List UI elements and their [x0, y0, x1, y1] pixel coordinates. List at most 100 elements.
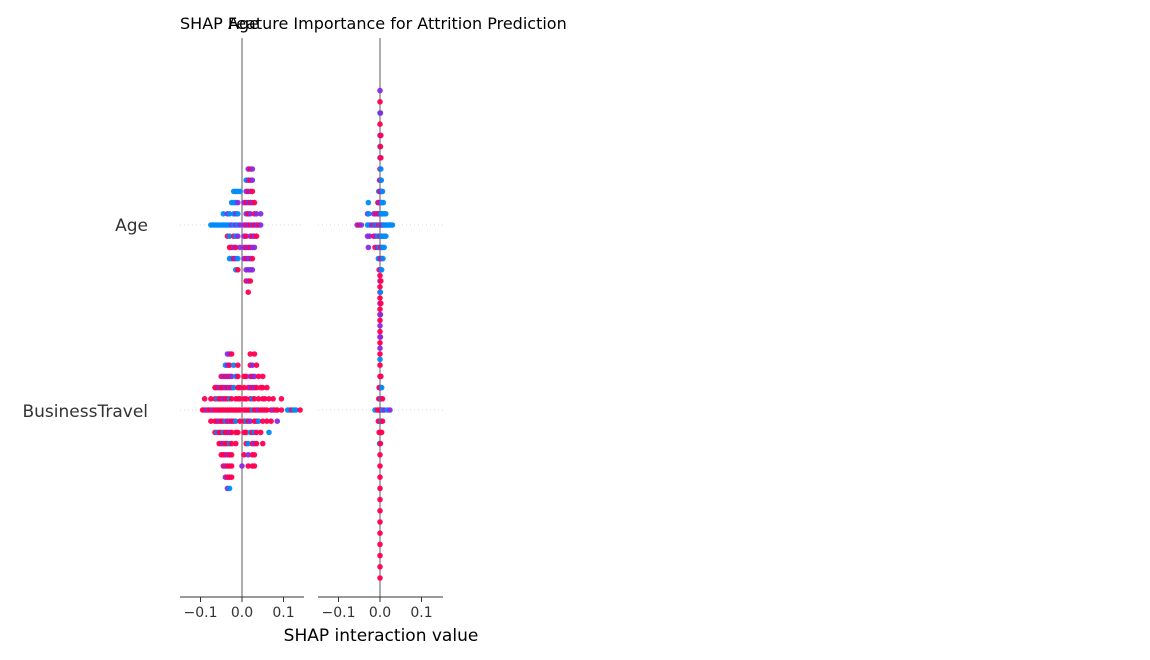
data-point [377, 496, 383, 503]
x-tick-label-age: 0.1 [272, 605, 294, 621]
data-point [253, 440, 260, 447]
data-point [378, 155, 384, 161]
data-point [377, 541, 383, 548]
data-point [264, 407, 270, 413]
panel-age: −0.1 0.0 0.1 [180, 38, 304, 621]
data-point [230, 362, 237, 369]
data-point [228, 373, 235, 380]
data-point [232, 418, 239, 425]
panel-title-age: Age [228, 14, 259, 33]
data-point [264, 418, 270, 425]
data-point [243, 429, 249, 436]
data-point [251, 373, 258, 380]
data-point [235, 267, 241, 273]
data-point [228, 452, 235, 458]
data-point [379, 188, 386, 195]
data-point [235, 255, 241, 262]
data-point [381, 244, 387, 251]
data-point [278, 407, 285, 413]
data-point [377, 552, 383, 559]
data-point [237, 418, 243, 425]
data-point [377, 334, 384, 340]
data-point [237, 407, 243, 413]
data-point [297, 407, 303, 413]
feature-label-businesstravel: BusinessTravel [23, 402, 149, 422]
data-point [251, 244, 258, 251]
data-point [377, 440, 384, 447]
data-point [259, 440, 266, 447]
data-point [380, 199, 387, 206]
x-axis-label: SHAP interaction value [284, 626, 479, 646]
data-point [245, 440, 252, 447]
data-point [377, 306, 383, 313]
data-point [270, 396, 276, 402]
data-point [377, 272, 383, 279]
data-point [377, 323, 383, 329]
data-point [232, 440, 239, 447]
data-point [266, 429, 272, 436]
data-point [377, 575, 383, 581]
data-point [251, 463, 258, 469]
x-tick-label-businesstravel: 0.1 [410, 605, 432, 621]
data-point [232, 244, 239, 251]
data-point [241, 452, 247, 458]
data-point [228, 351, 235, 357]
data-point [365, 199, 372, 206]
data-point [251, 199, 258, 206]
data-point [241, 384, 247, 391]
data-point [377, 110, 384, 116]
data-point [251, 452, 258, 458]
data-point [378, 429, 385, 436]
data-point [249, 177, 256, 183]
data-point [377, 351, 383, 357]
data-point [228, 396, 235, 402]
data-point [274, 418, 281, 425]
data-point [262, 396, 268, 402]
data-point [377, 99, 383, 105]
data-point [249, 166, 256, 172]
data-point [259, 418, 266, 425]
data-point [235, 429, 241, 436]
data-point [264, 384, 270, 391]
data-point [377, 121, 383, 127]
data-point [228, 463, 235, 469]
data-point [255, 373, 262, 380]
data-point [253, 362, 260, 369]
data-point [377, 317, 383, 324]
data-point [220, 211, 227, 217]
data-point [226, 362, 233, 369]
data-point [230, 384, 237, 391]
x-tick-label-businesstravel: −0.1 [322, 605, 356, 621]
data-point [377, 452, 383, 458]
data-point [243, 396, 249, 402]
data-point [251, 351, 258, 357]
data-point [253, 429, 260, 436]
data-point [235, 362, 241, 369]
data-point [377, 474, 383, 481]
data-point [228, 474, 235, 481]
data-point [278, 396, 285, 402]
data-point [237, 244, 243, 251]
data-point [377, 311, 384, 318]
data-point [243, 233, 249, 239]
data-point [226, 211, 233, 217]
chart-title: SHAP Feature Importance for Attrition Pr… [180, 14, 567, 33]
data-point [358, 222, 365, 228]
data-point [377, 143, 384, 150]
data-point [235, 211, 241, 217]
data-point [247, 418, 254, 425]
data-point [377, 519, 383, 525]
data-point [366, 233, 373, 239]
data-point [383, 233, 389, 239]
data-point [249, 188, 256, 195]
data-point [377, 340, 383, 346]
points-businesstravel-age [354, 87, 396, 363]
x-tick-label-age: 0.0 [231, 605, 253, 621]
points-businesstravel-businesstravel [372, 272, 393, 581]
data-point [208, 418, 214, 425]
points-age-businesstravel [199, 351, 303, 492]
points-age-age [208, 166, 264, 296]
data-point [387, 407, 393, 413]
data-point [259, 373, 266, 380]
